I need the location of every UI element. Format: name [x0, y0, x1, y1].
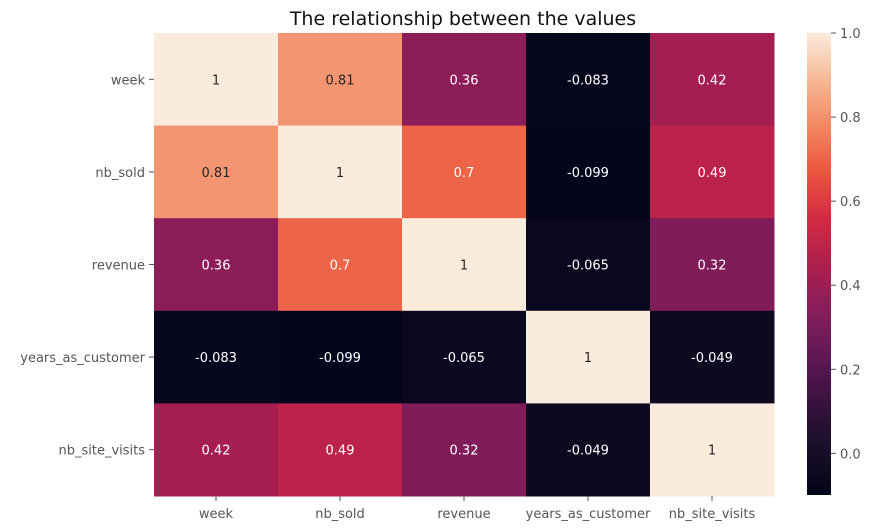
heatmap-cell — [278, 125, 403, 219]
y-tick-label: nb_sold — [95, 166, 145, 181]
x-tick-label: week — [199, 507, 234, 522]
cell-value-label: 1 — [336, 166, 344, 181]
heatmap-cell — [278, 310, 403, 404]
cell-value-label: 0.32 — [698, 259, 727, 274]
cell-value-label: 0.49 — [698, 166, 727, 181]
cell-value-label: 0.81 — [326, 73, 355, 88]
heatmap-cell — [154, 33, 279, 127]
colorbar-gradient — [807, 33, 831, 495]
heatmap-cell — [402, 403, 527, 497]
cell-value-label: 0.42 — [698, 73, 727, 88]
heatmap-cell — [278, 33, 403, 127]
heatmap-cell — [650, 403, 775, 497]
colorbar-tick-label: 0.2 — [840, 363, 861, 378]
cell-value-label: 0.7 — [330, 259, 351, 274]
cell-value-label: -0.083 — [195, 351, 237, 366]
cell-value-label: 0.42 — [202, 444, 231, 459]
heatmap-cell — [154, 218, 279, 312]
cell-value-label: -0.099 — [319, 351, 361, 366]
heatmap-cell — [650, 33, 775, 127]
colorbar-tick-label: 0.4 — [840, 279, 861, 294]
cell-value-label: 1 — [584, 351, 592, 366]
heatmap-cell — [402, 218, 527, 312]
cell-value-label: 1 — [708, 444, 716, 459]
chart-title: The relationship between the values — [289, 8, 636, 30]
colorbar-tick-label: 0.6 — [840, 195, 861, 210]
heatmap-cell — [526, 33, 651, 127]
cell-value-label: -0.065 — [567, 259, 609, 274]
y-tick-label: years_as_customer — [20, 351, 145, 366]
heatmap-cell — [278, 218, 403, 312]
x-tick-label: years_as_customer — [526, 507, 651, 522]
heatmap-cell — [650, 310, 775, 404]
cell-value-label: 0.36 — [450, 73, 479, 88]
heatmap-cells: 1 0.81 0.36 -0.083 0.42 0.81 1 0.7 -0.099 0.49 0.3… — [154, 33, 775, 497]
heatmap-cell — [526, 310, 651, 404]
y-tick-label: revenue — [92, 259, 145, 274]
cell-value-label: -0.049 — [567, 444, 609, 459]
y-tick-label: nb_site_visits — [58, 444, 145, 459]
heatmap-cell — [402, 125, 527, 219]
heatmap-cell — [650, 218, 775, 312]
cell-value-label: 0.7 — [454, 166, 475, 181]
y-tick-label: week — [111, 73, 146, 88]
cell-value-label: 0.36 — [202, 259, 231, 274]
cell-value-label: -0.099 — [567, 166, 609, 181]
heatmap-cell — [154, 403, 279, 497]
cell-value-label: 1 — [460, 259, 468, 274]
colorbar-tick-label: 1.0 — [840, 27, 861, 42]
cell-value-label: 1 — [212, 73, 220, 88]
heatmap-cell — [154, 310, 279, 404]
colorbar-tick-label: 0.8 — [840, 111, 861, 126]
heatmap-cell — [526, 218, 651, 312]
heatmap-cell — [526, 403, 651, 497]
cell-value-label: 0.49 — [326, 444, 355, 459]
heatmap-cell — [154, 125, 279, 219]
cell-value-label: 0.32 — [450, 444, 479, 459]
cell-value-label: -0.065 — [443, 351, 485, 366]
colorbar: 0.0 0.2 0.4 0.6 0.8 1.0 — [807, 27, 861, 495]
x-tick-label: nb_sold — [315, 507, 365, 522]
x-tick-labels: week nb_sold revenue years_as_customer nb_si… — [199, 496, 756, 522]
heatmap-cell — [278, 403, 403, 497]
heatmap-cell — [402, 33, 527, 127]
heatmap-cell — [526, 125, 651, 219]
cell-value-label: 0.81 — [202, 166, 231, 181]
x-tick-label: revenue — [437, 507, 490, 522]
heatmap-cell — [402, 310, 527, 404]
x-tick-label: nb_site_visits — [669, 507, 756, 522]
heatmap-cell — [650, 125, 775, 219]
colorbar-tick-label: 0.0 — [840, 447, 861, 462]
cell-value-label: -0.049 — [691, 351, 733, 366]
cell-value-label: -0.083 — [567, 73, 609, 88]
